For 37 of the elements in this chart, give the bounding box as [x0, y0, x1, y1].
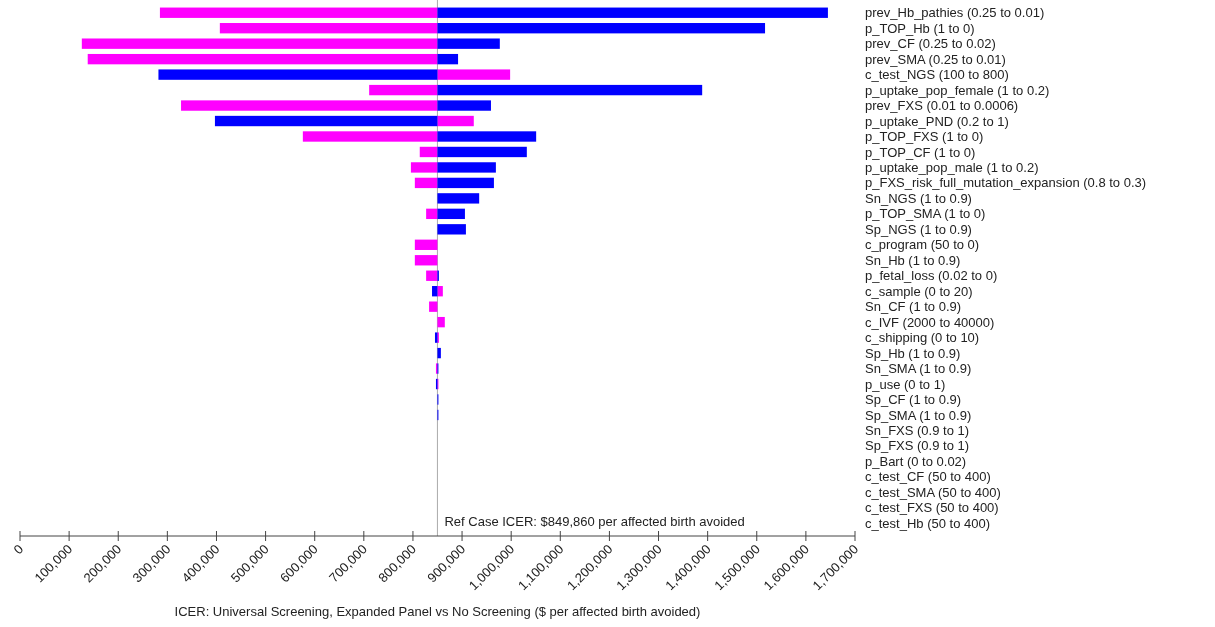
y-tick-label: p_uptake_PND (0.2 to 1) [865, 113, 1009, 129]
y-tick-label: Sn_CF (1 to 0.9) [865, 299, 962, 315]
y-tick-label: Sp_SMA (1 to 0.9) [865, 407, 972, 423]
y-tick-label: c_program (50 to 0) [865, 237, 980, 253]
y-tick-label: prev_FXS (0.01 to 0.0006) [865, 98, 1019, 114]
y-tick-label: p_TOP_FXS (1 to 0) [865, 129, 984, 145]
y-tick-label: c_sample (0 to 20) [865, 283, 973, 299]
y-tick-label: prev_SMA (0.25 to 0.01) [865, 51, 1006, 67]
y-tick-label: c_shipping (0 to 10) [865, 330, 980, 346]
y-tick-label: p_FXS_risk_full_mutation_expansion (0.8 to 0.3) [865, 175, 1147, 191]
y-tick-label: Sn_NGS (1 to 0.9) [865, 190, 972, 206]
y-tick-label: Sn_Hb (1 to 0.9) [865, 252, 961, 268]
y-tick-label: prev_Hb_pathies (0.25 to 0.01) [865, 5, 1045, 21]
y-tick-label: prev_CF (0.25 to 0.02) [865, 36, 996, 52]
y-tick-label: Sn_SMA (1 to 0.9) [865, 361, 972, 377]
y-tick-label: p_TOP_SMA (1 to 0) [865, 206, 986, 222]
y-tick-label: p_use (0 to 1) [865, 376, 946, 392]
y-tick-label: Sp_CF (1 to 0.9) [865, 392, 962, 408]
y-tick-label: p_Bart (0 to 0.02) [865, 453, 967, 469]
y-tick-label: p_TOP_CF (1 to 0) [865, 144, 976, 160]
x-tick-label: 0 [10, 541, 27, 558]
y-tick-label: c_test_CF (50 to 400) [865, 469, 991, 485]
y-tick-label: c_test_NGS (100 to 800) [865, 67, 1009, 83]
y-tick-label: c_test_FXS (50 to 400) [865, 500, 999, 516]
y-tick-label: p_uptake_pop_female (1 to 0.2) [865, 82, 1050, 98]
y-tick-label: c_IVF (2000 to 40000) [865, 314, 995, 330]
y-tick-label: p_TOP_Hb (1 to 0) [865, 20, 975, 36]
y-tick-label: Sp_Hb (1 to 0.9) [865, 345, 961, 361]
y-tick-label: p_fetal_loss (0.02 to 0) [865, 268, 998, 284]
y-tick-label: Sn_FXS (0.9 to 1) [865, 422, 970, 438]
ref-line-label: Ref Case ICER: $849,860 per affected birth avoided [444, 514, 745, 529]
y-tick-label: c_test_SMA (50 to 400) [865, 484, 1001, 500]
y-tick-label: Sp_NGS (1 to 0.9) [865, 221, 972, 237]
y-tick-label: c_test_Hb (50 to 400) [865, 515, 991, 531]
y-tick-label: p_uptake_pop_male (1 to 0.2) [865, 159, 1039, 175]
y-tick-label: Sp_FXS (0.9 to 1) [865, 438, 970, 454]
x-axis-title: ICER: Universal Screening, Expanded Panel vs No Screening ($ per affected birth avoided) [174, 604, 701, 619]
